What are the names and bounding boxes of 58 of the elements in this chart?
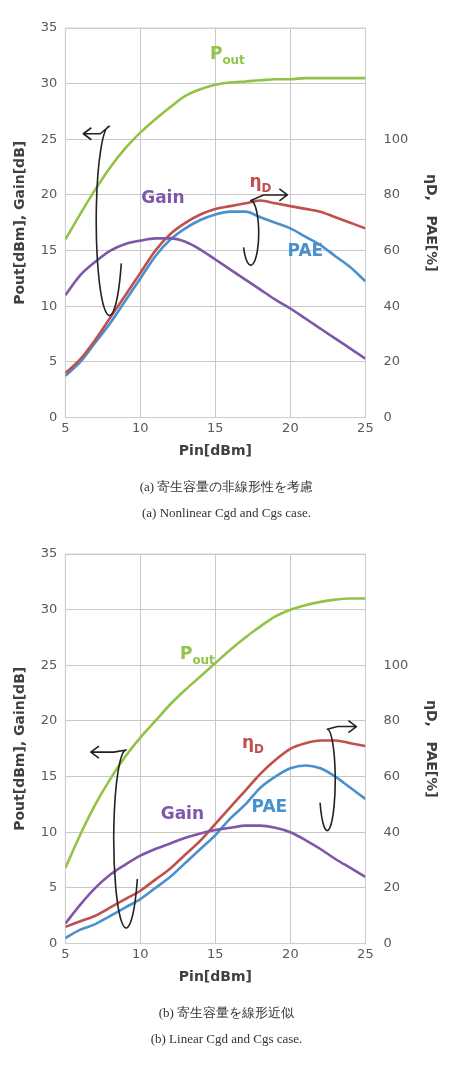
- y-tick-label: 0: [49, 934, 58, 950]
- series-label: PAE: [287, 240, 324, 261]
- x-axis-title: Pin[dBm]: [178, 968, 252, 985]
- x-tick-label: 20: [282, 419, 299, 435]
- line-series: [65, 764, 366, 940]
- y-tick-label: 15: [40, 242, 58, 257]
- line-series: [65, 237, 366, 360]
- y-tick-label: 25: [40, 656, 58, 672]
- y2-axis-title: ηD, PAE[%]: [423, 173, 440, 272]
- y2-tick-label: 80: [383, 712, 400, 728]
- series-label: PAE: [251, 796, 288, 817]
- line-series: [65, 76, 366, 241]
- y-axis-title: Pout[dBm], Gain[dB]: [11, 140, 28, 305]
- line-series: [65, 739, 366, 929]
- y-tick-label: 5: [49, 353, 58, 369]
- x-tick-label: 10: [132, 419, 149, 435]
- text: (b) Linear Cgd and Cgs case.: [149, 1030, 304, 1048]
- y-tick-label: 30: [40, 601, 58, 617]
- x-tick-label: 15: [207, 419, 224, 435]
- y-tick-label: 10: [40, 297, 58, 313]
- series-label: Gain: [160, 802, 205, 823]
- y2-tick-label: 20: [383, 353, 400, 369]
- y-tick-label: 20: [40, 712, 58, 728]
- y2-axis-title: ηD, PAE[%]: [423, 699, 440, 798]
- y2-tick-label: 40: [383, 823, 400, 839]
- y-tick-label: 20: [40, 186, 58, 202]
- y-tick-label: 25: [40, 130, 58, 146]
- y-tick-label: 35: [40, 545, 58, 561]
- x-axis-title: Pin[dBm]: [178, 442, 252, 459]
- y2-tick-label: 100: [383, 130, 409, 146]
- y-tick-label: 35: [40, 19, 58, 35]
- x-tick-label: 25: [357, 945, 374, 961]
- y2-tick-label: 100: [383, 656, 409, 672]
- text: (a) Nonlinear Cgd and Cgs case.: [141, 504, 312, 522]
- y-tick-label: 30: [40, 75, 58, 91]
- x-tick-label: 5: [61, 945, 70, 961]
- text: (a) 寄生容量の非線形性を考慮: [138, 478, 315, 496]
- y2-tick-label: 60: [383, 242, 400, 257]
- x-tick-label: 25: [357, 419, 374, 435]
- x-tick-label: 20: [282, 945, 299, 961]
- y2-tick-label: 40: [383, 297, 400, 313]
- line-series: [65, 597, 366, 870]
- y-axis-title: Pout[dBm], Gain[dB]: [11, 666, 28, 831]
- y2-tick-label: 0: [383, 934, 392, 950]
- y-tick-label: 15: [40, 768, 58, 783]
- text: (b) 寄生容量を線形近似: [157, 1004, 296, 1022]
- y2-tick-label: 20: [383, 879, 400, 895]
- line-series: [65, 824, 366, 925]
- y-tick-label: 5: [49, 879, 58, 895]
- y2-tick-label: 80: [383, 186, 400, 202]
- y-tick-label: 0: [49, 408, 58, 424]
- y-tick-label: 10: [40, 823, 58, 839]
- series-label: Gain: [141, 186, 185, 207]
- x-tick-label: 15: [207, 945, 224, 961]
- y2-tick-label: 60: [383, 768, 400, 783]
- x-tick-label: 10: [132, 945, 149, 961]
- x-tick-label: 5: [61, 419, 70, 435]
- y2-tick-label: 0: [383, 408, 392, 424]
